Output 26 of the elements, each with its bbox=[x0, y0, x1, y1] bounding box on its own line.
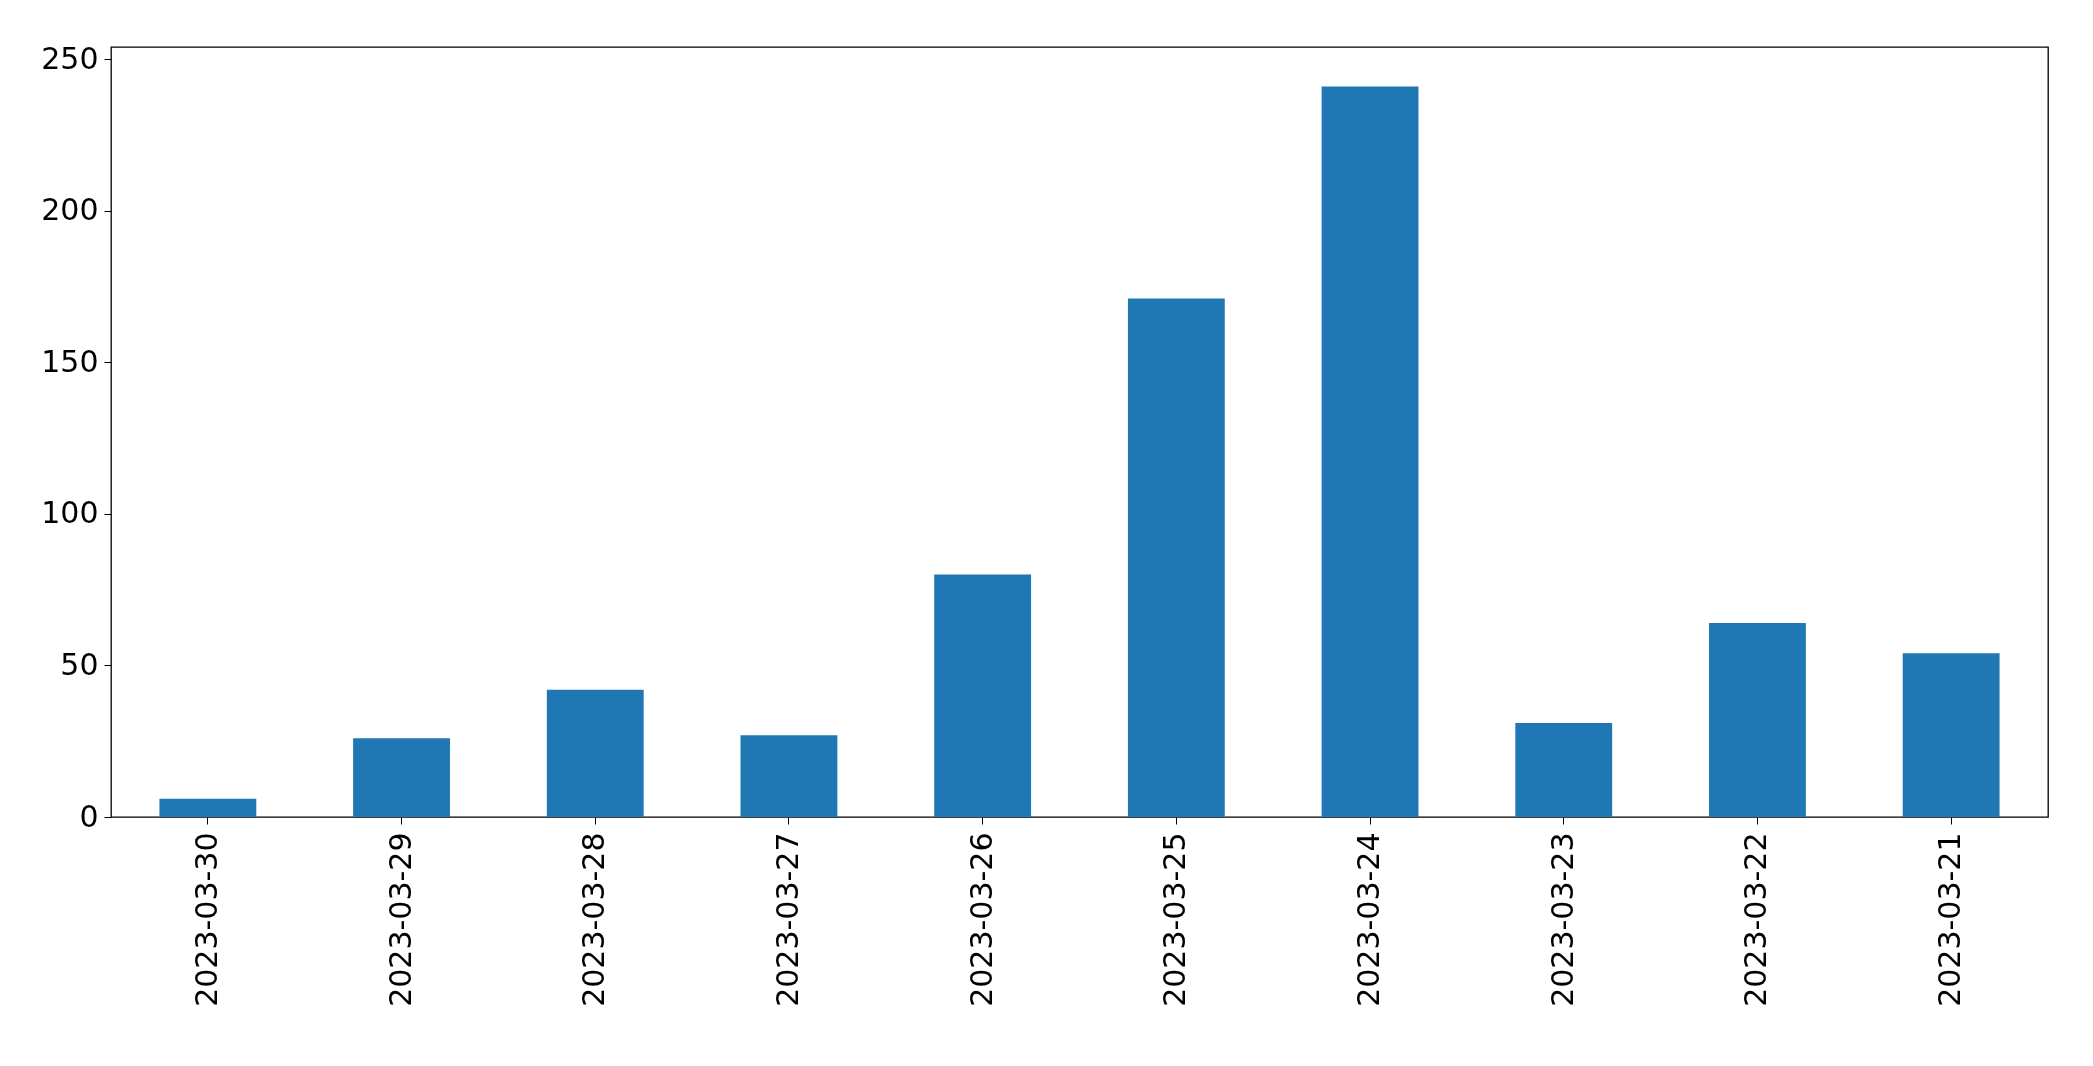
x-tick-label: 2023-03-29 bbox=[382, 832, 418, 1007]
bar bbox=[546, 689, 644, 817]
bar bbox=[353, 738, 450, 817]
bar bbox=[1321, 86, 1419, 817]
bar bbox=[159, 798, 257, 817]
y-tick-label: 100 bbox=[41, 495, 99, 531]
x-tick-label: 2023-03-28 bbox=[576, 832, 612, 1007]
bar bbox=[740, 735, 838, 817]
y-tick-label: 50 bbox=[60, 646, 99, 682]
y-tick-label: 250 bbox=[41, 40, 99, 76]
x-tick-label: 2023-03-23 bbox=[1544, 832, 1580, 1007]
y-tick-label: 0 bbox=[79, 798, 99, 834]
bar bbox=[1515, 723, 1613, 817]
y-tick-label: 200 bbox=[41, 192, 99, 228]
x-tick-label: 2023-03-25 bbox=[1157, 832, 1193, 1007]
x-tick-label: 2023-03-27 bbox=[769, 832, 805, 1007]
y-tick-label: 150 bbox=[41, 343, 99, 379]
bar bbox=[1902, 653, 2000, 817]
bar bbox=[934, 574, 1032, 817]
x-tick-label: 2023-03-22 bbox=[1738, 832, 1774, 1007]
x-tick-label: 2023-03-21 bbox=[1932, 832, 1968, 1007]
x-tick-label: 2023-03-30 bbox=[188, 832, 224, 1007]
bar bbox=[1127, 298, 1225, 817]
bar bbox=[1709, 622, 1806, 817]
x-tick-label: 2023-03-24 bbox=[1351, 832, 1387, 1007]
x-tick-label: 2023-03-26 bbox=[963, 832, 999, 1007]
